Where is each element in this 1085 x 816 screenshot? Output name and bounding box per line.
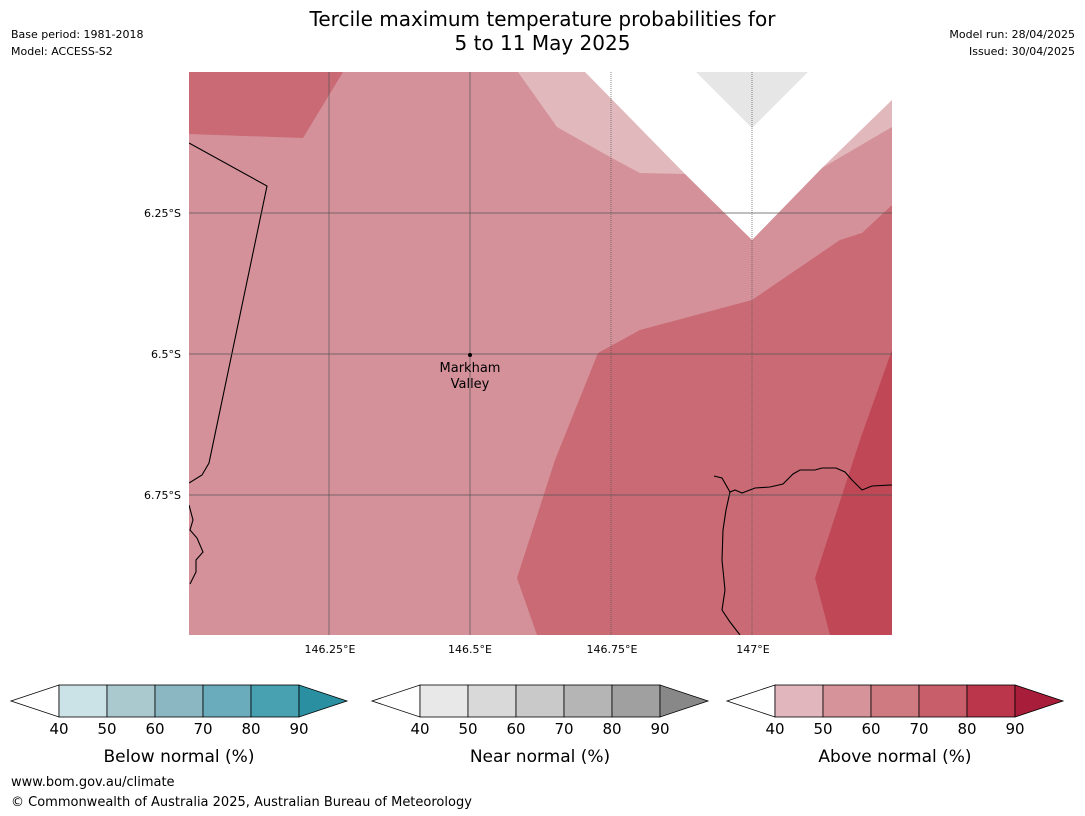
above-normal-40-region-north: [518, 72, 685, 174]
below-normal-colorbar-tick-label: 90: [289, 720, 308, 738]
coastline-west: [189, 504, 204, 585]
near-normal-colorbar-segment: [467, 684, 517, 718]
lat-label-2: 6.5°S: [151, 348, 181, 361]
above-normal-70-region-east: [815, 350, 892, 635]
below-normal-colorbar-tick-label: 40: [49, 720, 68, 738]
above-normal-colorbar-low-extension: [725, 684, 776, 718]
place-marker-icon[interactable]: [468, 353, 472, 357]
near-normal-colorbar-segment: [419, 684, 469, 718]
near-normal-colorbar: 40 50 60 70 80 90 Near normal (%): [370, 684, 710, 767]
model-name: Model: ACCESS-S2: [11, 45, 113, 58]
header-left-info: Base period: 1981-2018 Model: ACCESS-S2: [11, 26, 143, 60]
below-normal-colorbar-segment: [202, 684, 252, 718]
below-normal-colorbar-tick-label: 80: [241, 720, 260, 738]
above-normal-colorbar-tick-label: 80: [957, 720, 976, 738]
above-normal-60-region-se: [517, 205, 892, 635]
title-line-2: 5 to 11 May 2025: [454, 31, 631, 55]
map-panel[interactable]: Markham Valley: [189, 72, 892, 635]
near-normal-colorbar-segment: [515, 684, 565, 718]
above-normal-colorbar-segment: [774, 684, 824, 718]
above-normal-60-region-nw: [189, 72, 343, 138]
above-normal-colorbar-tick-label: 60: [861, 720, 880, 738]
legend-colorbars: 40 50 60 70 80 90 Below normal (%) 40 50 60 70 80 90…: [9, 684, 1065, 767]
footer-url[interactable]: www.bom.gov.au/climate: [11, 775, 175, 790]
below-normal-colorbar-tick-label: 70: [193, 720, 212, 738]
coastline-huon-gulf: [713, 467, 892, 494]
lat-label-1: 6.25°S: [144, 207, 181, 220]
near-normal-colorbar-tick-label: 70: [554, 720, 573, 738]
above-normal-colorbar-tick-label: 40: [765, 720, 784, 738]
near-normal-colorbar-label: Near normal (%): [470, 747, 610, 767]
above-normal-colorbar-high-extension: [1014, 684, 1065, 718]
place-label-line1: Markham: [440, 361, 501, 376]
issued-date: Issued: 30/04/2025: [968, 45, 1075, 58]
below-normal-colorbar-tick-label: 60: [145, 720, 164, 738]
lat-label-3: 6.75°S: [144, 489, 181, 502]
below-normal-colorbar-tick-label: 50: [97, 720, 116, 738]
chart-title: Tercile maximum temperature probabilitie…: [0, 7, 1085, 55]
lon-label-4: 147°E: [736, 643, 769, 656]
above-normal-colorbar: 40 50 60 70 80 90 Above normal (%): [725, 684, 1065, 767]
near-normal-colorbar-tick-label: 40: [410, 720, 429, 738]
near-normal-colorbar-high-extension: [659, 684, 710, 718]
footer-copyright: © Commonwealth of Australia 2025, Austra…: [11, 795, 472, 810]
below-normal-colorbar-label: Below normal (%): [104, 747, 255, 767]
below-normal-colorbar: 40 50 60 70 80 90 Below normal (%): [9, 684, 349, 767]
below-normal-colorbar-low-extension: [9, 684, 60, 718]
near-normal-colorbar-tick-label: 50: [458, 720, 477, 738]
axis-labels: 6.25°S 6.5°S 6.75°S 146.25°E 146.5°E 146…: [144, 207, 770, 656]
below-normal-colorbar-segment: [250, 684, 300, 718]
below-normal-colorbar-segment: [106, 684, 156, 718]
above-normal-colorbar-segment: [870, 684, 920, 718]
above-normal-colorbar-segment: [918, 684, 968, 718]
base-period: Base period: 1981-2018: [11, 28, 144, 41]
above-normal-colorbar-label: Above normal (%): [818, 747, 971, 767]
below-normal-colorbar-segment: [58, 684, 108, 718]
above-normal-colorbar-segment: [822, 684, 872, 718]
lon-label-1: 146.25°E: [305, 643, 356, 656]
lon-label-3: 146.75°E: [587, 643, 638, 656]
model-run-date: Model run: 28/04/2025: [949, 28, 1075, 41]
header-right-info: Model run: 28/04/2025 Issued: 30/04/2025: [949, 26, 1075, 60]
near-normal-colorbar-tick-label: 80: [602, 720, 621, 738]
above-normal-colorbar-tick-label: 50: [813, 720, 832, 738]
place-label-line2: Valley: [451, 377, 490, 392]
below-normal-colorbar-high-extension: [298, 684, 349, 718]
below-normal-colorbar-segment: [154, 684, 204, 718]
near-normal-colorbar-tick-label: 60: [506, 720, 525, 738]
near-normal-colorbar-low-extension: [370, 684, 421, 718]
above-normal-colorbar-tick-label: 70: [909, 720, 928, 738]
province-border: [189, 142, 268, 484]
near-normal-colorbar-tick-label: 90: [650, 720, 669, 738]
near-normal-colorbar-segment: [563, 684, 613, 718]
coastline-south: [721, 491, 741, 635]
no-dominant-tercile-region: [585, 72, 892, 240]
above-normal-colorbar-tick-label: 90: [1005, 720, 1024, 738]
above-normal-colorbar-segment: [966, 684, 1016, 718]
near-normal-colorbar-segment: [611, 684, 661, 718]
lon-label-2: 146.5°E: [448, 643, 492, 656]
title-line-1: Tercile maximum temperature probabilitie…: [309, 7, 776, 31]
